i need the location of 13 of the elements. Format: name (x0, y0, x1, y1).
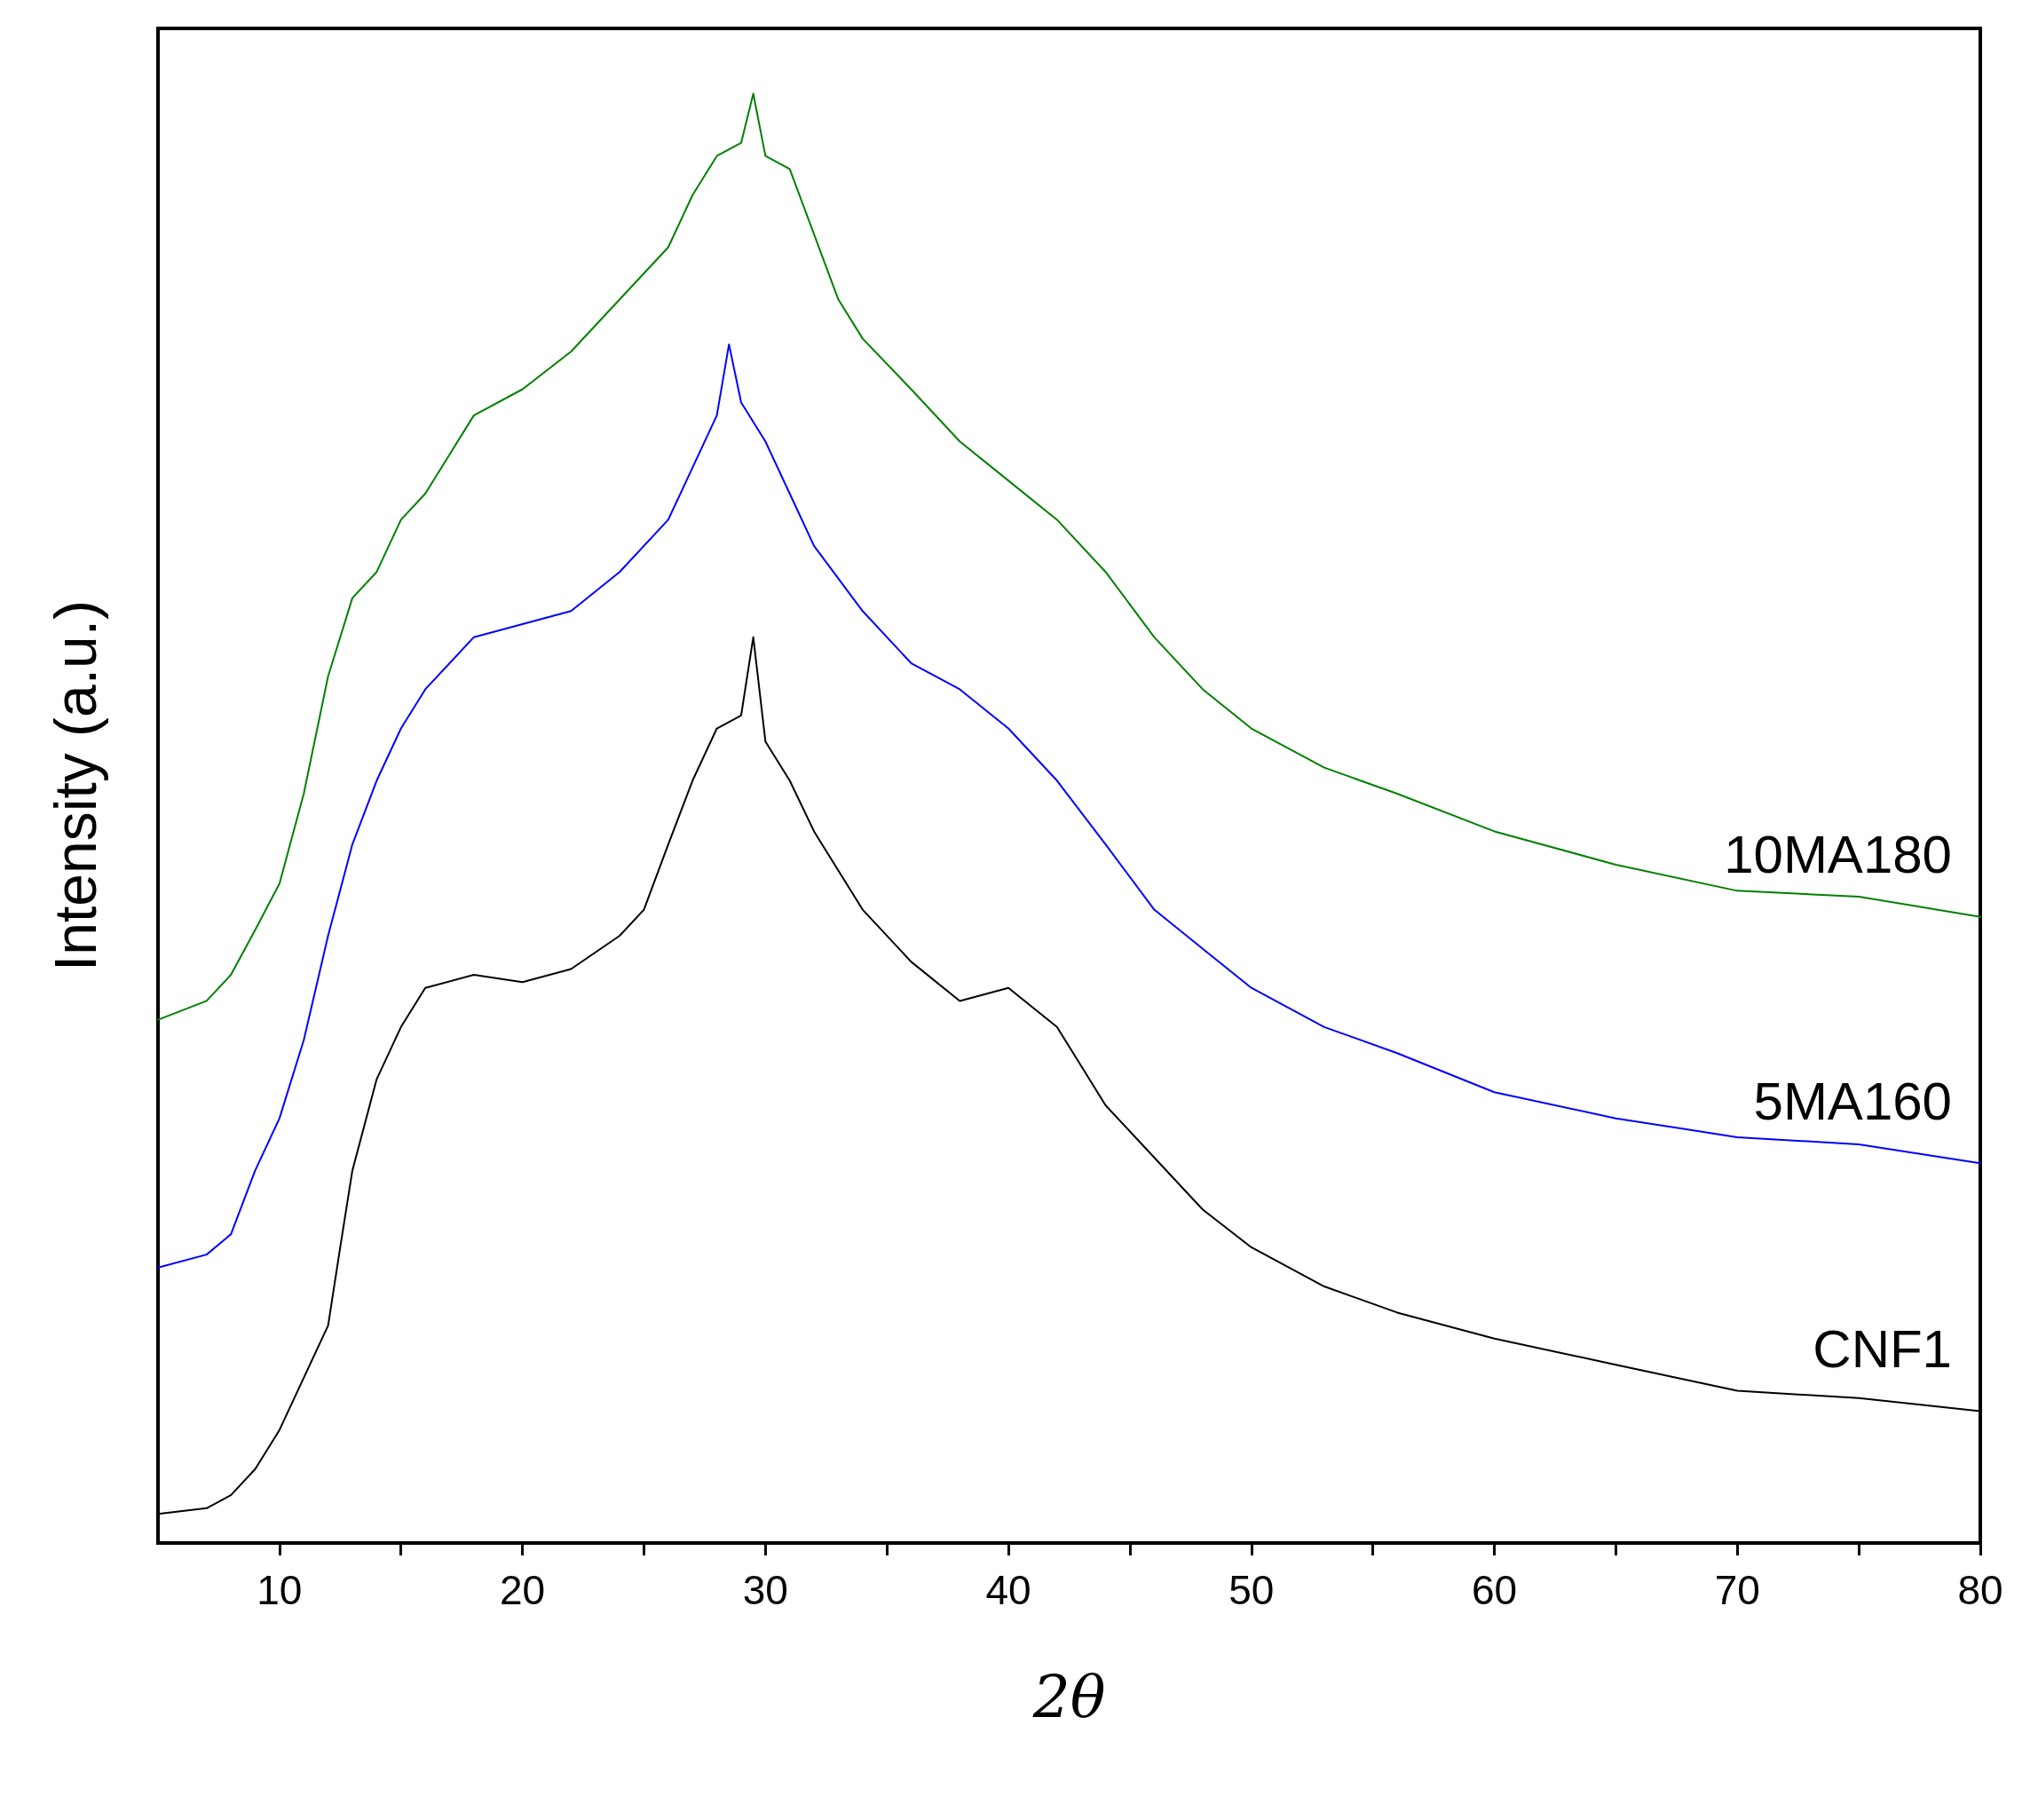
x-tick-label: 60 (1471, 1567, 1518, 1613)
x-tick-label: 30 (742, 1567, 788, 1613)
x-tick-label: 50 (1228, 1567, 1275, 1613)
x-tick-label: 20 (500, 1567, 546, 1613)
series-label: CNF1 (1813, 1318, 1952, 1379)
x-axis-title: 2θ (1031, 1662, 1106, 1731)
x-tick-label: 10 (257, 1567, 303, 1613)
y-axis-title: Intensity (a.u.) (43, 599, 108, 972)
x-tick-label: 70 (1714, 1567, 1760, 1613)
series-label: 5MA160 (1753, 1071, 1952, 1131)
x-tick-label: 80 (1957, 1567, 2003, 1613)
series-label: 10MA180 (1724, 825, 1952, 885)
x-tick-label: 40 (985, 1567, 1031, 1613)
